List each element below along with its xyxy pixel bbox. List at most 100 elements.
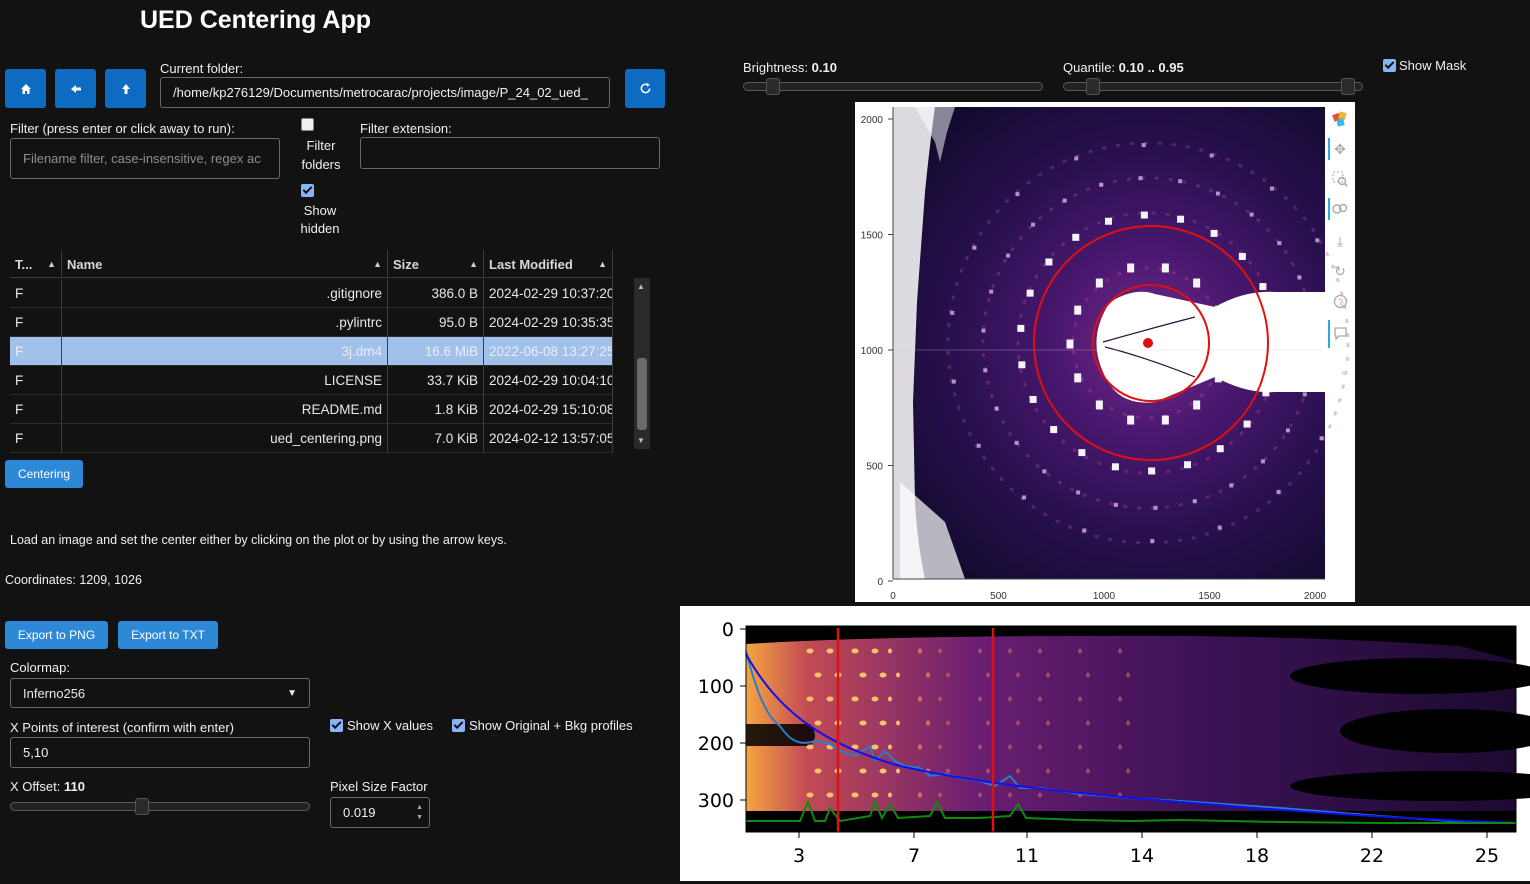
cell-modified: 2022-06-08 13:27:25	[484, 337, 613, 366]
table-row[interactable]: F .pylintrc 95.0 B 2024-02-29 10:35:35	[10, 308, 613, 337]
x-points-input[interactable]: 5,10	[10, 737, 310, 768]
export-png-button[interactable]: Export to PNG	[5, 621, 108, 649]
save-icon[interactable]: ⤓	[1336, 232, 1344, 249]
refresh-icon	[640, 82, 650, 94]
bokeh-logo-icon[interactable]	[1331, 110, 1349, 128]
cell-size: 16.6 MiB	[388, 337, 484, 366]
column-last-modified[interactable]: Last Modified ▲	[484, 250, 613, 278]
pixel-size-label: Pixel Size Factor	[330, 779, 428, 794]
show-x-values-toggle[interactable]: Show X values	[330, 718, 433, 733]
table-scrollbar[interactable]: ▲ ▼	[634, 278, 650, 449]
table-row[interactable]: F 3j.dm4 16.6 MiB 2022-06-08 13:27:25	[10, 337, 613, 366]
sort-asc-icon: ▲	[598, 259, 607, 269]
show-hidden-check[interactable]	[301, 184, 314, 197]
pixel-size-input[interactable]: 0.019 ▲ ▼	[330, 797, 430, 828]
diffraction-image[interactable]: 2000 1500 1000 500 0 0 500 1000 1500 2000	[855, 102, 1355, 602]
x-tick-label: 1500	[1198, 591, 1221, 602]
brightness-label: Brightness: 0.10	[743, 60, 837, 75]
x-offset-slider[interactable]	[10, 802, 310, 811]
quantile-low-handle[interactable]	[1086, 78, 1100, 95]
colormap-select[interactable]: Inferno256 ▼	[10, 678, 310, 708]
back-button[interactable]	[55, 69, 96, 108]
hover-icon[interactable]	[1331, 324, 1349, 342]
coordinates-text: Coordinates: 1209, 1026	[5, 573, 142, 587]
brightness-value: 0.10	[811, 60, 837, 75]
quantile-high-handle[interactable]	[1341, 78, 1355, 95]
y-tick-label: 300	[698, 790, 734, 812]
export-txt-button[interactable]: Export to TXT	[118, 621, 218, 649]
center-marker[interactable]	[1143, 338, 1153, 348]
spinner-icon[interactable]: ▲ ▼	[416, 803, 423, 821]
filter-extension-input[interactable]	[360, 137, 660, 169]
show-mask-toggle[interactable]: Show Mask	[1383, 58, 1466, 73]
x-offset-label: X Offset: 110	[10, 779, 85, 794]
wheel-zoom-icon[interactable]	[1331, 200, 1349, 218]
reset-icon[interactable]: ↻	[1334, 262, 1346, 279]
filter-extension-label: Filter extension:	[360, 121, 452, 136]
inner-ring-circle	[1092, 284, 1210, 402]
x-tick-label: 22	[1360, 845, 1384, 867]
x-tick-label: 3	[793, 845, 805, 867]
diffraction-plot[interactable]: 2000 1500 1000 500 0 0 500 1000 1500 2000 ✥ ⤓ ↻ …	[855, 102, 1355, 602]
profile-plot[interactable]: 0 100 200 300 3 7 11 14 18 22 25	[680, 606, 1530, 881]
arrow-left-icon	[70, 84, 81, 93]
sort-asc-icon: ▲	[469, 259, 478, 269]
cell-type: F	[10, 337, 62, 366]
refresh-button[interactable]	[625, 69, 665, 108]
table-row[interactable]: F README.md 1.8 KiB 2024-02-29 15:10:08	[10, 395, 613, 424]
cell-size: 386.0 B	[388, 279, 484, 308]
column-type[interactable]: T... ▲	[10, 250, 62, 278]
column-size[interactable]: Size ▲	[388, 250, 484, 278]
table-row[interactable]: F LICENSE 33.7 KiB 2024-02-29 10:04:10	[10, 366, 613, 395]
y-tick-label: 200	[698, 733, 734, 755]
x-offset-slider-handle[interactable]	[135, 798, 149, 815]
y-tick-label: 1000	[861, 346, 884, 357]
show-profiles-toggle[interactable]: Show Original + Bkg profiles	[452, 718, 633, 733]
help-icon[interactable]: ?	[1331, 292, 1349, 310]
column-name[interactable]: Name ▲	[62, 250, 388, 278]
beam-stop-mask	[1096, 291, 1325, 403]
x-points-label: X Points of interest (confirm with enter…	[10, 720, 234, 735]
filter-folders-check[interactable]	[301, 118, 314, 131]
filter-placeholder: Filename filter, case-insensitive, regex…	[23, 151, 261, 166]
cell-modified: 2024-02-29 10:37:20	[484, 279, 613, 308]
cell-modified: 2024-02-29 10:35:35	[484, 308, 613, 337]
brightness-slider-handle[interactable]	[766, 78, 780, 95]
show-hidden-checkbox[interactable]	[301, 183, 314, 198]
cell-name: .gitignore	[62, 279, 388, 308]
up-button[interactable]	[105, 69, 146, 108]
table-header: T... ▲ Name ▲ Size ▲ Last Modified ▲	[10, 250, 613, 278]
x-tick-label: 11	[1015, 845, 1039, 867]
home-button[interactable]	[5, 69, 46, 108]
scroll-down-icon[interactable]: ▼	[637, 436, 645, 445]
table-row[interactable]: F .gitignore 386.0 B 2024-02-29 10:37:20	[10, 279, 613, 308]
centering-button[interactable]: Centering	[5, 460, 83, 488]
show-x-values-check[interactable]	[330, 719, 343, 732]
scrollbar-thumb[interactable]	[637, 358, 647, 430]
show-mask-check[interactable]	[1383, 59, 1396, 72]
box-zoom-icon[interactable]	[1331, 170, 1349, 188]
filter-folders-checkbox[interactable]	[301, 118, 314, 134]
svg-text:?: ?	[1337, 297, 1342, 307]
brightness-slider[interactable]	[743, 82, 1043, 91]
quantile-label: Quantile: 0.10 .. 0.95	[1063, 60, 1184, 75]
y-tick-label: 0	[877, 577, 883, 588]
current-folder-input[interactable]: /home/kp276129/Documents/metrocarac/proj…	[160, 77, 610, 108]
cell-modified: 2024-02-29 15:10:08	[484, 395, 613, 424]
background-profile-line	[745, 653, 1517, 824]
show-profiles-check[interactable]	[452, 719, 465, 732]
outer-ring-circle	[1033, 225, 1269, 461]
scroll-up-icon[interactable]: ▲	[637, 282, 645, 291]
pan-icon[interactable]: ✥	[1334, 140, 1346, 157]
current-folder-value: /home/kp276129/Documents/metrocarac/proj…	[173, 85, 588, 100]
y-tick-label: 1500	[861, 231, 884, 242]
quantile-value: 0.10 .. 0.95	[1118, 60, 1184, 75]
filename-filter-input[interactable]: Filename filter, case-insensitive, regex…	[10, 138, 280, 179]
profile-chart[interactable]: 0 100 200 300 3 7 11 14 18 22 25	[680, 606, 1530, 881]
cell-size: 1.8 KiB	[388, 395, 484, 424]
y-tick-label: 0	[722, 619, 734, 641]
x-tick-label: 500	[990, 591, 1007, 602]
quantile-slider[interactable]	[1063, 82, 1363, 91]
filter-label: Filter (press enter or click away to run…	[10, 121, 235, 136]
